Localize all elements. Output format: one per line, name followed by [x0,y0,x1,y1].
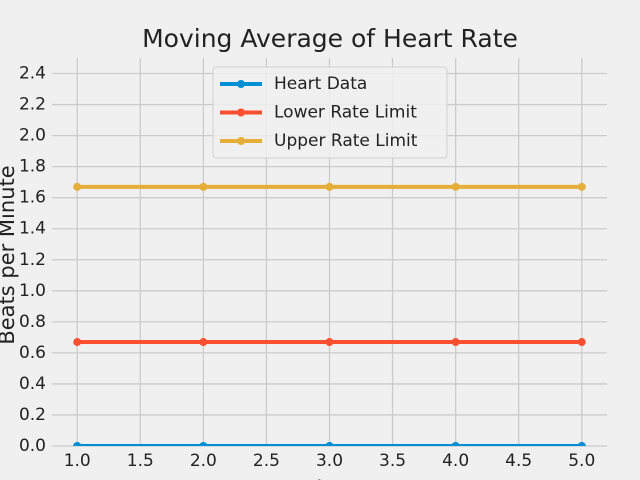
legend-marker [237,108,245,117]
marker [73,338,82,347]
marker [199,182,208,191]
plot-area [73,182,586,446]
legend-marker [237,80,245,88]
y-tick-label: 2.0 [19,126,46,146]
y-tick-label: 2.2 [19,95,46,115]
marker [199,442,208,446]
y-tick-label: 1.6 [19,188,46,208]
y-axis-label: Beats per Minute [0,165,19,344]
y-tick-label: 0.2 [19,405,46,425]
y-tick-label: 0.8 [19,312,46,332]
y-tick-label: 1.2 [19,250,46,270]
x-tick-label: 3.5 [379,451,406,471]
x-tick-label: 1.0 [64,451,91,471]
y-tick-label: 0.6 [19,343,46,363]
marker [325,182,334,191]
legend-box [212,66,448,159]
x-tick-label: 2.5 [253,451,280,471]
marker [577,442,586,446]
marker [199,338,208,347]
legend-label: Lower Rate Limit [274,103,417,123]
marker [73,442,82,446]
marker [325,442,334,446]
marker [73,182,82,191]
x-axis-label: Time [303,477,355,480]
x-tick-label: 2.0 [190,451,217,471]
y-tick-label: 1.4 [19,219,46,239]
marker [325,338,334,347]
x-tick-label: 4.0 [442,451,469,471]
y-tick-label: 1.8 [19,157,46,177]
marker [577,338,586,347]
marker [451,338,460,347]
marker [451,442,460,446]
marker [577,182,586,191]
x-tick-label: 4.5 [505,451,532,471]
y-tick-label: 0.4 [19,374,46,394]
y-tick-label: 0.0 [19,436,46,456]
y-tick-label: 2.4 [19,64,46,84]
legend-label: Upper Rate Limit [274,131,418,151]
x-tick-label: 3.0 [316,451,343,471]
marker [451,182,460,191]
x-tick-label: 5.0 [568,451,595,471]
legend-label: Heart Data [274,74,367,94]
chart-title: Moving Average of Heart Rate [142,24,518,53]
y-tick-label: 1.0 [19,281,46,301]
x-tick-label: 1.5 [127,451,154,471]
legend-marker [237,137,245,145]
